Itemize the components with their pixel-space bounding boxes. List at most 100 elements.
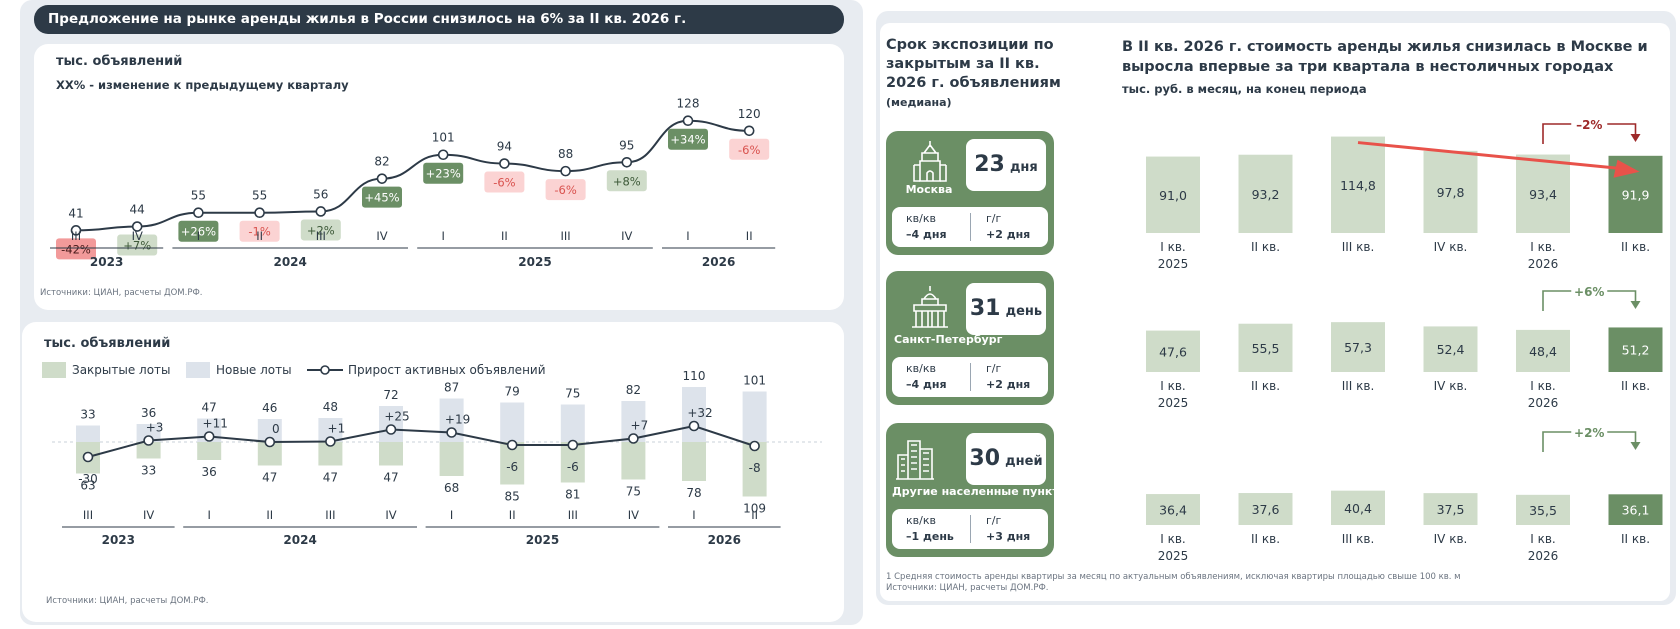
quarter-tick: III	[561, 229, 571, 243]
city-card-moscow: Москва 23 дня кв/кв –4 дня г/г +2 дня	[886, 131, 1054, 255]
days-number: 31	[969, 296, 1001, 321]
growth-point	[749, 440, 760, 452]
offers-point	[560, 165, 571, 177]
cathedral-icon	[912, 286, 948, 328]
kremlin-icon	[913, 141, 947, 182]
offers-line-chart: 41-42%III44+7%IV55+26%I55-1%II56+2%III82…	[50, 97, 776, 269]
growth-label: +11	[203, 417, 228, 431]
qq-value: –1 день	[906, 530, 954, 543]
offers-point	[193, 207, 204, 218]
quarter-tick: III	[325, 508, 335, 522]
growth-point	[446, 427, 457, 438]
rent-value-label: 91,9	[1622, 187, 1650, 202]
rent-value-label: 36,4	[1159, 503, 1187, 518]
rent-subtitle: тыс. руб. в месяц, на конец периода	[1122, 82, 1367, 96]
rent-category-label: I кв.	[1530, 240, 1556, 254]
growth-label: 0	[272, 422, 280, 436]
change-badge	[300, 219, 341, 241]
change-badge	[729, 138, 770, 160]
yy-value: +2 дня	[986, 228, 1031, 241]
closed-lots-bar	[379, 442, 403, 466]
new-lots-label: 47	[202, 401, 217, 415]
rent-bar	[1238, 493, 1293, 525]
growth-label: +3	[146, 421, 164, 435]
quarter-tick: I	[441, 229, 444, 243]
offers-value-label: 128	[677, 97, 700, 111]
quarter-tick: IV	[376, 229, 387, 243]
change-badge	[545, 179, 586, 201]
rent-bar	[1423, 493, 1478, 525]
closed-lots-label: 63	[80, 479, 95, 493]
city-name: Санкт-Петербург	[894, 333, 1003, 346]
days-word: дня	[1009, 160, 1038, 175]
change-label: -6%	[554, 183, 576, 197]
rent-category-label: 2026	[1528, 257, 1559, 271]
change-label: -42%	[61, 242, 91, 256]
offers-value-label: 44	[130, 203, 145, 217]
closed-lots-label: 68	[444, 481, 459, 495]
offers-point	[315, 206, 327, 217]
rent-category-label: IV кв.	[1434, 240, 1468, 254]
year-label: 2023	[102, 533, 135, 547]
rent-category-label: II кв.	[1251, 532, 1280, 546]
legend-closed-label: Закрытые лоты	[72, 363, 171, 377]
chart1-unit-label: тыс. объявлений	[56, 54, 183, 69]
yoy-label-bg	[1571, 283, 1608, 299]
offers-point	[376, 173, 388, 184]
quarter-tick: III	[316, 229, 326, 243]
rent-bar-charts: 91,0 I кв. 2025 93,2 II кв. 114,8 III кв. 97,8 I…	[1146, 116, 1663, 563]
quarter-tick: I	[686, 229, 689, 243]
rent-footnote: 1 Средняя стоимость аренды квартиры за м…	[886, 572, 1461, 582]
offers-value-label: 82	[374, 155, 389, 169]
year-label: 2026	[702, 255, 735, 269]
closed-lots-bar	[318, 442, 343, 466]
rent-category-label: 2026	[1528, 549, 1559, 563]
lots-card: тыс. объявлений Закрытые лоты Новые лоты…	[22, 322, 844, 622]
offers-point	[621, 157, 633, 168]
days-number: 23	[974, 152, 1005, 177]
offers-point	[254, 207, 265, 218]
rent-category-label: 2025	[1158, 396, 1189, 410]
year-label: 2026	[708, 533, 741, 547]
rent-category-label: I кв.	[1160, 379, 1186, 393]
rent-category-label: I кв.	[1160, 240, 1186, 254]
qq-label: кв/кв	[906, 212, 936, 225]
rent-value-label: 35,5	[1529, 503, 1557, 518]
city-name: Москва	[905, 183, 953, 196]
rent-value-label: 93,4	[1529, 187, 1557, 202]
quarter-tick: II	[501, 229, 508, 243]
city-card-other: Другие населенные пункты 30 дней кв/кв –1…	[886, 423, 1069, 557]
year-label: 2025	[526, 533, 559, 547]
yy-label: г/г	[986, 212, 1002, 225]
quarter-tick: II	[256, 229, 263, 243]
rent-bar	[1146, 330, 1200, 372]
growth-point	[567, 439, 579, 451]
new-lots-label: 87	[444, 381, 459, 395]
legend-new-swatch	[186, 362, 210, 378]
rent-bar	[1331, 322, 1385, 372]
year-label: 2025	[518, 255, 551, 269]
growth-label: +7	[631, 419, 649, 433]
offers-value-label: 55	[191, 189, 206, 203]
new-lots-label: 33	[80, 408, 95, 422]
offers-point	[743, 125, 755, 137]
rent-category-label: II кв.	[1621, 532, 1650, 546]
rent-source: Источники: ЦИАН, расчеты ДОМ.РФ.	[886, 583, 1049, 593]
rent-category-label: II кв.	[1251, 240, 1280, 254]
rent-category-label: II кв.	[1621, 240, 1650, 254]
qq-label: кв/кв	[906, 362, 936, 375]
rent-category-label: II кв.	[1251, 379, 1280, 393]
year-label: 2024	[283, 533, 316, 547]
quarter-tick: I	[207, 508, 210, 522]
rent-bar	[1516, 154, 1570, 233]
year-label: 2024	[273, 255, 306, 269]
closed-lots-label: 36	[202, 465, 217, 479]
quarter-tick: I	[692, 508, 695, 522]
change-badge	[606, 170, 647, 192]
new-lots-label: 101	[743, 374, 766, 388]
new-lots-bar	[379, 406, 403, 442]
rent-value-label: 52,4	[1437, 342, 1465, 357]
rent-value-label: 55,5	[1252, 341, 1280, 356]
rent-category-label: I кв.	[1160, 532, 1186, 546]
legend-closed-swatch	[42, 362, 66, 378]
